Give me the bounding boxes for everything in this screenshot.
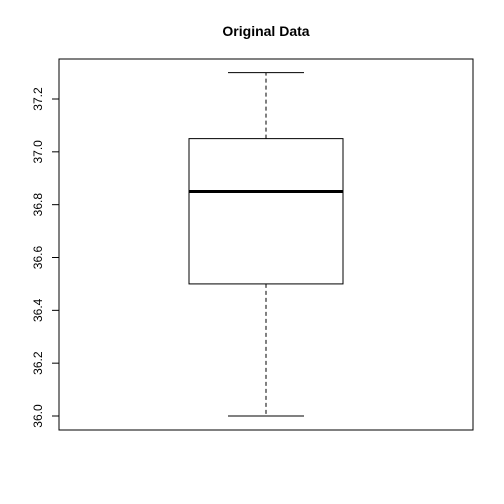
y-tick-label: 36.0 — [31, 404, 45, 428]
y-tick-label: 37.0 — [31, 140, 45, 164]
chart-title: Original Data — [222, 23, 309, 39]
y-axis: 36.0 36.2 36.4 36.6 36.8 37.0 37.2 — [31, 87, 60, 428]
box-body — [188, 138, 344, 285]
y-tick-label: 36.2 — [31, 351, 45, 375]
y-tick-label: 36.8 — [31, 193, 45, 217]
box-layer — [188, 72, 344, 417]
y-tick-label: 36.4 — [31, 298, 45, 322]
y-tick-label: 37.2 — [31, 87, 45, 111]
y-tick-label: 36.6 — [31, 245, 45, 269]
